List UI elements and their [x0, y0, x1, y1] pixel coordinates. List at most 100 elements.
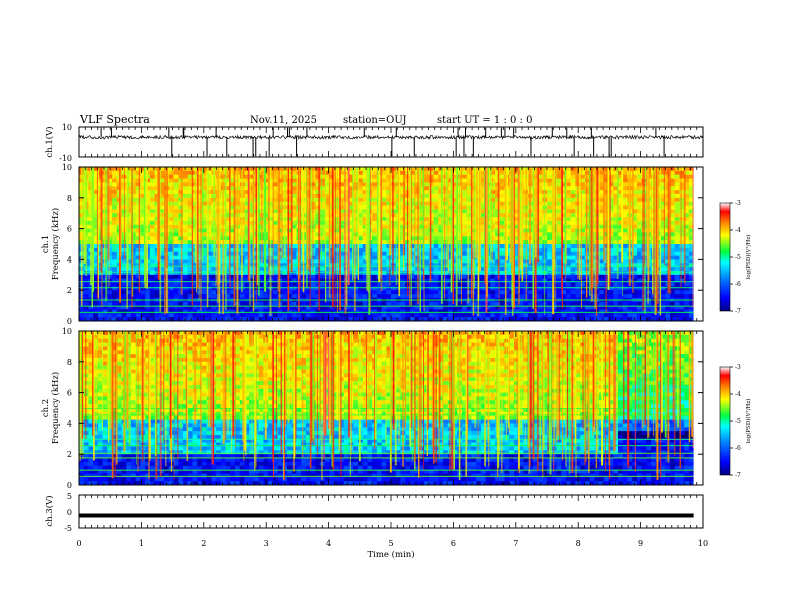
spectrogram-cell	[636, 193, 643, 199]
spectrogram-cell	[258, 317, 264, 321]
spectrogram-cell	[206, 267, 212, 272]
spectrogram-cell	[433, 317, 439, 321]
spectrogram-cell	[187, 197, 193, 203]
spectrogram-cell	[135, 205, 141, 210]
spectrogram-cell	[225, 205, 231, 210]
spectrogram-cell	[580, 251, 586, 257]
spectrogram-cell	[244, 290, 250, 295]
spectrogram-cell	[480, 278, 487, 284]
spectrogram-cell	[168, 213, 175, 218]
spectrogram-cell	[315, 190, 321, 195]
spectrogram-cell	[201, 255, 208, 261]
spectrogram-cell	[287, 209, 293, 214]
spectrogram-cell	[618, 267, 624, 272]
spectrogram-cell	[149, 170, 156, 176]
spectrogram-cell	[168, 270, 175, 276]
spectrogram-cell	[518, 267, 524, 272]
spectrogram-cell	[570, 236, 576, 241]
spectrogram-cell	[83, 282, 89, 287]
spectrogram-cell	[201, 267, 208, 272]
spectrogram-cell	[547, 197, 553, 203]
spectrogram-cell	[480, 190, 487, 195]
spectrogram-cell	[386, 170, 392, 176]
spectrogram-cell	[249, 232, 255, 237]
spectrogram-cell	[102, 224, 108, 230]
spectrogram-cell	[419, 174, 425, 180]
spectrogram-cell	[149, 213, 156, 218]
spectrogram-cell	[339, 263, 345, 268]
spectrogram-cell	[447, 263, 454, 268]
spectrogram-cell	[551, 286, 558, 291]
spectrogram-cell	[608, 182, 614, 187]
spectrogram-cell	[372, 190, 378, 195]
spectrogram-cell	[480, 294, 487, 299]
spectrogram-cell	[201, 220, 208, 226]
spectrogram-cell	[201, 193, 208, 199]
spectrogram-cell	[168, 301, 175, 307]
spectrogram-cell	[424, 174, 430, 180]
spectrogram-cell	[112, 317, 118, 321]
spectrogram-cell	[556, 274, 562, 280]
spectrogram-cell	[580, 313, 586, 318]
spectrogram-cell	[187, 305, 193, 311]
spectrogram-cell	[480, 313, 487, 318]
spectrogram-cell	[348, 167, 354, 172]
spectrogram-cell	[225, 270, 231, 276]
spectrogram-cell	[131, 267, 137, 272]
spectrogram-cell	[305, 247, 312, 253]
spectrogram-cell	[140, 255, 146, 261]
spectrogram-cell	[537, 255, 543, 261]
spectrogram-cell	[518, 301, 524, 307]
spectrogram-cell	[495, 294, 501, 299]
spectrogram-cell	[140, 186, 146, 191]
spectrogram-cell	[201, 205, 208, 210]
spectrogram-cell	[149, 190, 156, 195]
spectrogram-cell	[547, 201, 553, 207]
spectrogram-cell	[339, 309, 345, 314]
spectrogram-cell	[419, 313, 425, 318]
spectrogram-cell	[183, 244, 189, 249]
spectrogram-cell	[348, 209, 354, 214]
spectrogram-cell	[376, 309, 383, 314]
spectrogram-cell	[183, 240, 189, 245]
spectrogram-cell	[566, 255, 572, 261]
spectrogram-cell	[93, 232, 99, 237]
spectrogram-cell	[651, 301, 657, 307]
spectrogram-cell	[149, 286, 156, 291]
spectrogram-cell	[187, 251, 193, 257]
spectrogram-cell	[376, 301, 383, 307]
spectrogram-cell	[395, 305, 402, 311]
spectrogram-cell	[112, 217, 118, 222]
spectrogram-cell	[187, 232, 193, 237]
spectrogram-cell	[112, 301, 118, 307]
spectrogram-cell	[235, 313, 241, 318]
spectrogram-cell	[230, 236, 236, 241]
spectrogram-cell	[537, 174, 543, 180]
spectrogram-cell	[135, 209, 141, 214]
spectrogram-cell	[613, 228, 619, 234]
spectrogram-cell	[201, 274, 208, 280]
spectrogram-cell	[433, 224, 439, 230]
spectrogram-cell	[315, 232, 321, 237]
spectrogram-cell	[556, 232, 562, 237]
spectrogram-cell	[334, 317, 340, 321]
spectrogram-cell	[168, 190, 175, 195]
spectrogram-cell	[618, 232, 624, 237]
spectrogram-cell	[372, 236, 378, 241]
spectrogram-cell	[310, 282, 316, 287]
spectrogram-cell	[225, 251, 231, 257]
spectrogram-cell	[584, 244, 591, 249]
spectrogram-cell	[159, 259, 165, 264]
spectrogram-cell	[187, 313, 193, 318]
spectrogram-cell	[391, 282, 397, 287]
spectrogram-cell	[400, 278, 406, 284]
spectrogram-cell	[566, 190, 572, 195]
spectrogram-cell	[570, 205, 576, 210]
spectrogram-cell	[613, 224, 619, 230]
spectrogram-cell	[353, 232, 359, 237]
spectrogram-cell	[613, 282, 619, 287]
spectrogram-cell	[305, 174, 312, 180]
spectrogram-cell	[499, 186, 506, 191]
spectrogram-cell	[410, 270, 416, 276]
spectrogram-cell	[438, 259, 444, 264]
